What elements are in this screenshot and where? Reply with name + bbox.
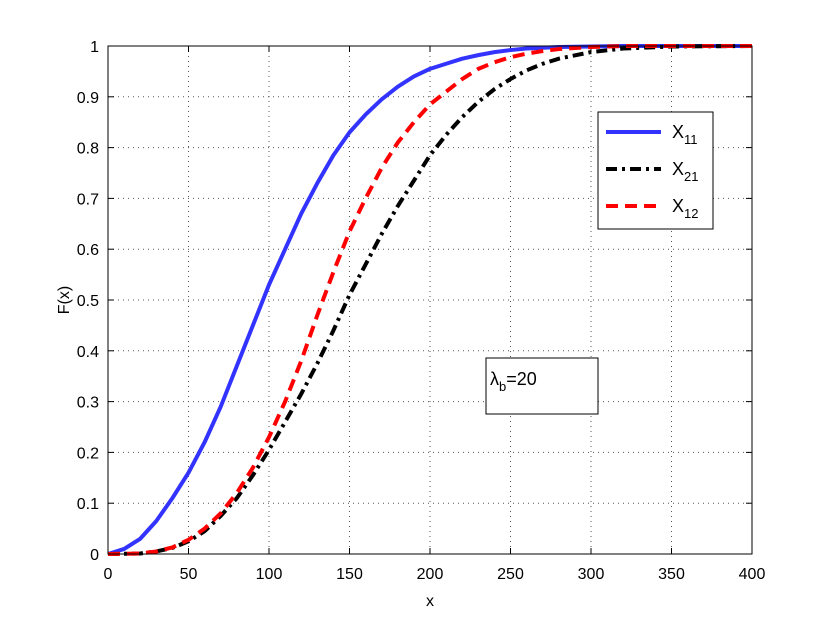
lambda-annotation: λb=20 — [485, 357, 599, 415]
x-tick-label: 400 — [739, 566, 766, 583]
x-tick-label: 200 — [417, 566, 444, 583]
series-line-x11 — [107, 44, 752, 556]
annotation-text: λb=20 — [490, 369, 537, 394]
plot-frame — [107, 45, 753, 555]
y-tick-label: 0.6 — [77, 242, 99, 259]
x-tick-label: 0 — [104, 566, 113, 583]
series-line-x12 — [107, 44, 752, 556]
y-tick-label: 0.2 — [77, 445, 99, 462]
x-tick-label: 350 — [658, 566, 685, 583]
x-tick-label: 250 — [497, 566, 524, 583]
y-tick-label: 0.7 — [77, 191, 99, 208]
y-tick-label: 0.8 — [77, 141, 99, 158]
x-tick-label: 300 — [578, 566, 605, 583]
y-tick-label: 0.9 — [77, 90, 99, 107]
x-tick-label: 100 — [256, 566, 283, 583]
x-axis-label: x — [426, 593, 434, 610]
y-tick-label: 0.3 — [77, 395, 99, 412]
y-tick-label: 0 — [90, 547, 99, 564]
y-axis-label: F(x) — [56, 286, 73, 314]
series-lines — [107, 44, 753, 556]
y-tick-label: 0.1 — [77, 496, 99, 513]
y-tick-labels: 0 0.1 0.2 0.3 0.4 0.5 0.6 0.7 0.8 0.9 1 — [77, 39, 99, 564]
x-tick-labels: 0 50 100 150 200 250 300 350 400 — [104, 566, 766, 583]
annotation-box — [485, 357, 599, 415]
y-tick-label: 1 — [90, 39, 99, 56]
x-tick-label: 50 — [180, 566, 198, 583]
y-tick-label: 0.5 — [77, 293, 99, 310]
y-tick-label: 0.4 — [77, 344, 99, 361]
x-tick-label: 150 — [336, 566, 363, 583]
